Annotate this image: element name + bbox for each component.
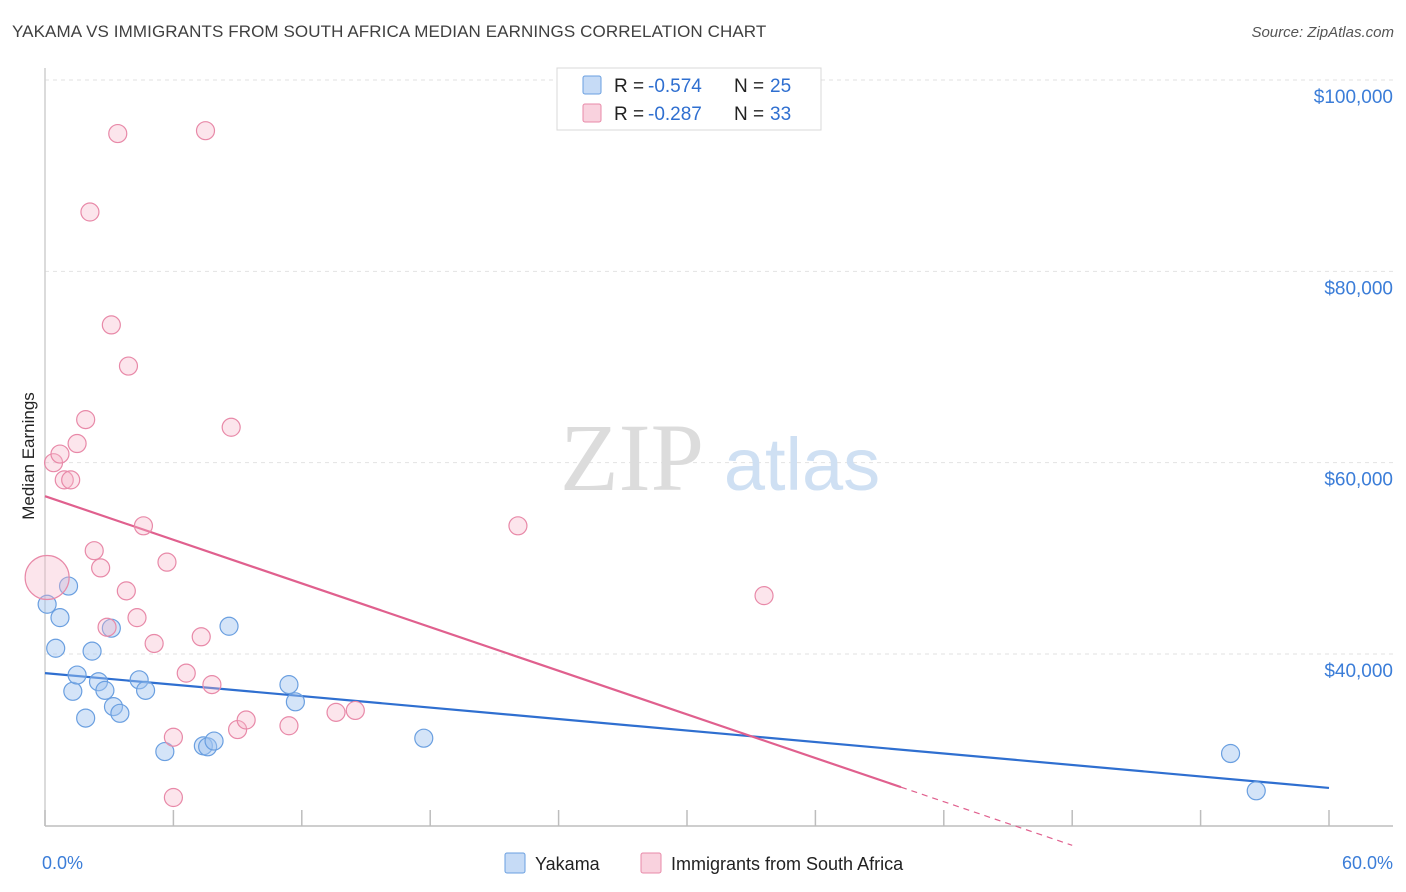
bottom-legend-label-south-africa: Immigrants from South Africa — [671, 854, 904, 874]
legend-swatch-south-africa — [582, 103, 602, 123]
point-1-9 — [91, 558, 111, 578]
legend-r-value-yakama: -0.574 — [648, 76, 702, 97]
zipatlas-watermark: ZIP atlas — [560, 404, 880, 511]
point-0-9 — [95, 680, 115, 700]
stats-legend: R = -0.574 N = 25 R = -0.287 N = 33 — [556, 67, 822, 131]
grid-lines — [45, 79, 1393, 655]
point-0-2 — [50, 608, 70, 628]
point-1-11 — [101, 315, 121, 335]
point-0-4 — [63, 681, 83, 701]
series-legend: Yakama Immigrants from South Africa — [504, 852, 904, 874]
point-0-22 — [414, 728, 434, 748]
point-0-13 — [129, 670, 149, 690]
y-axis-label: Median Earnings — [19, 392, 38, 520]
legend-swatch-yakama — [582, 75, 602, 95]
point-1-19 — [163, 727, 183, 747]
legend-n-value-south-africa: 33 — [770, 104, 791, 125]
point-1-31 — [508, 516, 528, 536]
x-tick-label-right: 60.0% — [1342, 853, 1393, 873]
point-0-14 — [135, 680, 156, 700]
trend-lines — [44, 495, 1330, 846]
point-0-18 — [204, 731, 224, 751]
point-1-24 — [202, 675, 222, 695]
chart-title: YAKAMA VS IMMIGRANTS FROM SOUTH AFRICA M… — [12, 22, 767, 41]
axes — [44, 68, 1393, 827]
point-0-7 — [82, 641, 102, 661]
point-0-6 — [76, 708, 96, 728]
point-1-10 — [97, 617, 117, 637]
bottom-legend-swatch-yakama — [504, 852, 526, 874]
point-1-18 — [157, 552, 177, 572]
point-1-23 — [195, 121, 216, 141]
point-1-3 — [54, 470, 74, 490]
trend-line-1 — [44, 495, 902, 789]
bottom-legend-label-yakama: Yakama — [535, 854, 601, 874]
point-1-0 — [24, 554, 70, 601]
watermark-zip: ZIP — [560, 404, 704, 511]
point-1-17 — [144, 633, 164, 654]
point-1-15 — [127, 608, 147, 628]
point-1-14 — [118, 356, 139, 376]
point-0-5 — [67, 665, 87, 685]
point-0-21 — [285, 692, 305, 712]
point-0-19 — [219, 616, 239, 636]
point-0-0 — [37, 594, 57, 614]
chart-source: Source: ZipAtlas.com — [1251, 24, 1394, 41]
y-tick-label-1: $80,000 — [1324, 278, 1393, 299]
point-1-13 — [116, 581, 136, 601]
point-1-25 — [221, 417, 241, 437]
point-1-22 — [191, 627, 211, 647]
point-1-7 — [80, 202, 100, 222]
y-tick-label-2: $60,000 — [1324, 470, 1393, 491]
point-0-24 — [1246, 781, 1266, 801]
point-1-29 — [326, 702, 346, 722]
trend-line-ext-1 — [900, 786, 1073, 846]
point-1-12 — [108, 123, 128, 144]
y-tick-label-0: $100,000 — [1314, 87, 1393, 108]
y-tick-labels: $100,000 $80,000 $60,000 $40,000 — [1314, 87, 1393, 682]
point-1-4 — [61, 470, 81, 490]
point-1-27 — [236, 710, 256, 730]
y-tick-label-3: $40,000 — [1324, 661, 1393, 682]
point-1-30 — [345, 700, 365, 721]
point-1-20 — [163, 787, 183, 808]
legend-n-label-south-africa: N = — [734, 104, 764, 125]
legend-r-value-south-africa: -0.287 — [648, 104, 702, 125]
x-tick-label-left: 0.0% — [42, 853, 83, 873]
watermark-atlas: atlas — [724, 423, 880, 506]
point-1-8 — [84, 541, 104, 561]
point-1-21 — [176, 663, 196, 683]
legend-n-value-yakama: 25 — [770, 76, 791, 97]
point-1-2 — [50, 444, 70, 464]
point-1-28 — [279, 716, 299, 736]
point-0-23 — [1220, 743, 1241, 764]
point-0-20 — [279, 675, 299, 695]
legend-n-label-yakama: N = — [734, 76, 764, 97]
point-0-12 — [110, 703, 130, 723]
bottom-legend-swatch-south-africa — [640, 852, 662, 874]
legend-r-label-south-africa: R = — [614, 104, 644, 125]
point-1-16 — [133, 516, 154, 536]
trend-line-0 — [44, 672, 1330, 790]
point-0-15 — [155, 741, 175, 762]
point-0-1 — [46, 638, 66, 658]
point-1-32 — [754, 586, 774, 606]
point-1-6 — [76, 410, 96, 430]
legend-r-label-yakama: R = — [614, 76, 644, 97]
point-1-5 — [67, 433, 87, 454]
data-points — [24, 121, 1266, 808]
